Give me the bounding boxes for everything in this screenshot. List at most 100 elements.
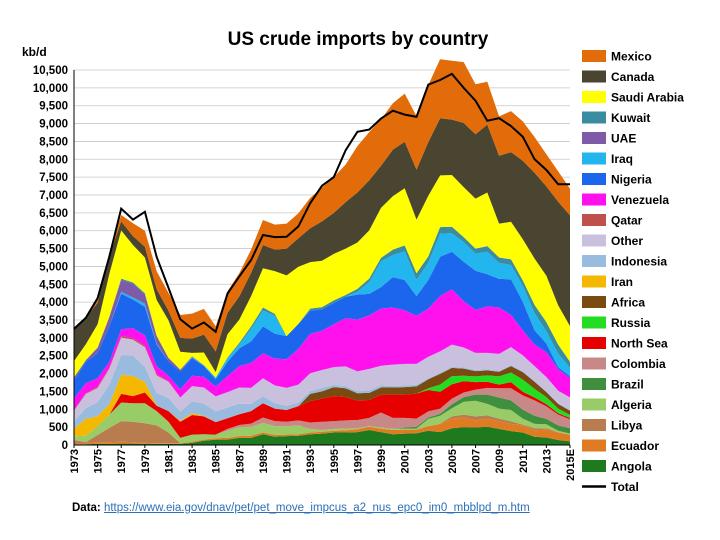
y-tick-labels: 0 500 1,000 1,500 2,000 2,500 3,000 3,500 4,000 4… bbox=[33, 65, 68, 452]
legend-label-iraq: Iraq bbox=[611, 152, 633, 166]
x-tick-label: 1973 bbox=[69, 449, 81, 473]
legend-label-other: Other bbox=[611, 234, 643, 248]
y-tick-label: 9,000 bbox=[39, 119, 68, 131]
axes bbox=[73, 70, 570, 446]
x-tick-label: 1983 bbox=[187, 449, 199, 473]
data-source-prefix: Data: bbox=[72, 502, 104, 514]
legend-swatch-qatar bbox=[582, 214, 606, 226]
area-mexico bbox=[74, 59, 570, 352]
y-tick-label: 0 bbox=[62, 440, 68, 452]
legend-swatch-russia bbox=[582, 316, 606, 329]
legend-label-kuwait: Kuwait bbox=[611, 111, 650, 125]
legend-label-north-sea: North Sea bbox=[611, 337, 668, 351]
x-tick-label: 1991 bbox=[282, 449, 294, 473]
legend-label-canada: Canada bbox=[611, 70, 655, 84]
total-line-group bbox=[73, 72, 570, 334]
y-tick-label: 1,000 bbox=[39, 404, 68, 416]
legend-swatch-venezuela bbox=[582, 193, 606, 206]
legend-swatch-libya bbox=[582, 419, 606, 431]
legend-swatch-algeria bbox=[582, 398, 606, 411]
x-tick-label: 1979 bbox=[140, 449, 152, 473]
y-tick-label: 7,500 bbox=[39, 172, 68, 184]
area-saudi-arabia bbox=[74, 175, 570, 378]
y-tick-label: 5,500 bbox=[39, 244, 68, 256]
y-tick-label: 3,500 bbox=[39, 315, 68, 327]
legend-swatch-iran bbox=[582, 275, 606, 288]
area-libya bbox=[74, 414, 570, 445]
legend-label-algeria: Algeria bbox=[611, 398, 652, 412]
legend-label-mexico: Mexico bbox=[611, 50, 652, 64]
x-tick-label: 1981 bbox=[164, 449, 176, 473]
x-tick-label: 1987 bbox=[234, 449, 246, 473]
y-tick-label: 2,000 bbox=[39, 369, 68, 381]
legend-swatch-iraq bbox=[582, 152, 606, 165]
legend: Mexico Canada Saudi Arabia Kuwait UAE Iraq Nig… bbox=[582, 50, 684, 494]
legend-label-qatar: Qatar bbox=[611, 214, 643, 228]
legend-swatch-indonesia bbox=[582, 255, 606, 267]
legend-swatch-colombia bbox=[582, 357, 606, 370]
x-tick-label: 2015E bbox=[565, 449, 577, 481]
area-north-sea bbox=[74, 381, 570, 438]
legend-swatch-mexico bbox=[582, 50, 606, 62]
x-tick-labels: 1973 1975 1977 1979 1981 1983 1985 1987 1989 1991… bbox=[69, 445, 577, 481]
y-axis-unit-label: kb/d bbox=[22, 45, 47, 59]
area-ecuador bbox=[74, 417, 570, 445]
y-tick-label: 1,500 bbox=[39, 386, 68, 398]
y-tick-label: 3,000 bbox=[39, 333, 68, 345]
y-tick-label: 10,000 bbox=[33, 83, 68, 95]
x-tick-label: 2009 bbox=[494, 449, 506, 473]
area-venezuela bbox=[74, 289, 570, 410]
legend-label-iran: Iran bbox=[611, 275, 633, 289]
x-tick-label: 1977 bbox=[116, 449, 128, 473]
legend-label-total: Total bbox=[611, 480, 639, 494]
legend-swatch-canada bbox=[582, 70, 606, 83]
x-tick-label: 2011 bbox=[518, 449, 530, 473]
y-tick-label: 500 bbox=[49, 422, 68, 434]
legend-label-libya: Libya bbox=[611, 419, 643, 433]
legend-swatch-other bbox=[582, 234, 606, 247]
y-tick-label: 4,000 bbox=[39, 297, 68, 309]
legend-label-uae: UAE bbox=[611, 132, 636, 146]
data-source-link[interactable]: https://www.eia.gov/dnav/pet/pet_move_im… bbox=[103, 502, 530, 514]
legend-label-colombia: Colombia bbox=[611, 357, 666, 371]
legend-swatch-angola bbox=[582, 460, 606, 472]
legend-swatch-nigeria bbox=[582, 173, 606, 185]
y-tick-label: 8,500 bbox=[39, 136, 68, 148]
legend-swatch-africa bbox=[582, 296, 606, 308]
area-angola bbox=[74, 426, 570, 445]
chart-title: US crude imports by country bbox=[228, 29, 489, 50]
area-nigeria bbox=[74, 251, 570, 399]
area-canada bbox=[74, 118, 570, 373]
area-colombia bbox=[74, 387, 570, 438]
x-tick-label: 1999 bbox=[376, 449, 388, 473]
legend-label-russia: Russia bbox=[611, 316, 651, 330]
area-russia bbox=[74, 372, 570, 437]
legend-swatch-uae bbox=[582, 132, 606, 144]
area-series-group bbox=[74, 59, 570, 445]
x-tick-label: 1993 bbox=[305, 449, 317, 473]
legend-swatch-ecuador bbox=[582, 439, 606, 452]
x-tick-label: 1997 bbox=[352, 449, 364, 473]
legend-label-africa: Africa bbox=[611, 296, 645, 310]
y-tick-label: 6,500 bbox=[39, 208, 68, 220]
y-tick-label: 6,000 bbox=[39, 226, 68, 238]
legend-label-saudi-arabia: Saudi Arabia bbox=[611, 91, 684, 105]
legend-label-brazil: Brazil bbox=[611, 378, 644, 392]
x-tick-label: 2005 bbox=[447, 449, 459, 473]
legend-label-indonesia: Indonesia bbox=[611, 255, 667, 269]
total-line bbox=[73, 72, 570, 334]
legend-label-nigeria: Nigeria bbox=[611, 173, 652, 187]
y-tick-label: 4,500 bbox=[39, 279, 68, 291]
x-tick-label: 2003 bbox=[423, 449, 435, 473]
legend-label-angola: Angola bbox=[611, 460, 652, 474]
y-tick-label: 9,500 bbox=[39, 101, 68, 113]
y-tick-label: 8,000 bbox=[39, 154, 68, 166]
x-tick-label: 2007 bbox=[471, 449, 483, 473]
x-tick-label: 1975 bbox=[93, 449, 105, 473]
y-tick-label: 2,500 bbox=[39, 351, 68, 363]
legend-swatch-saudi-arabia bbox=[582, 91, 606, 103]
x-tick-label: 2013 bbox=[541, 449, 553, 473]
y-tick-label: 7,000 bbox=[39, 190, 68, 202]
